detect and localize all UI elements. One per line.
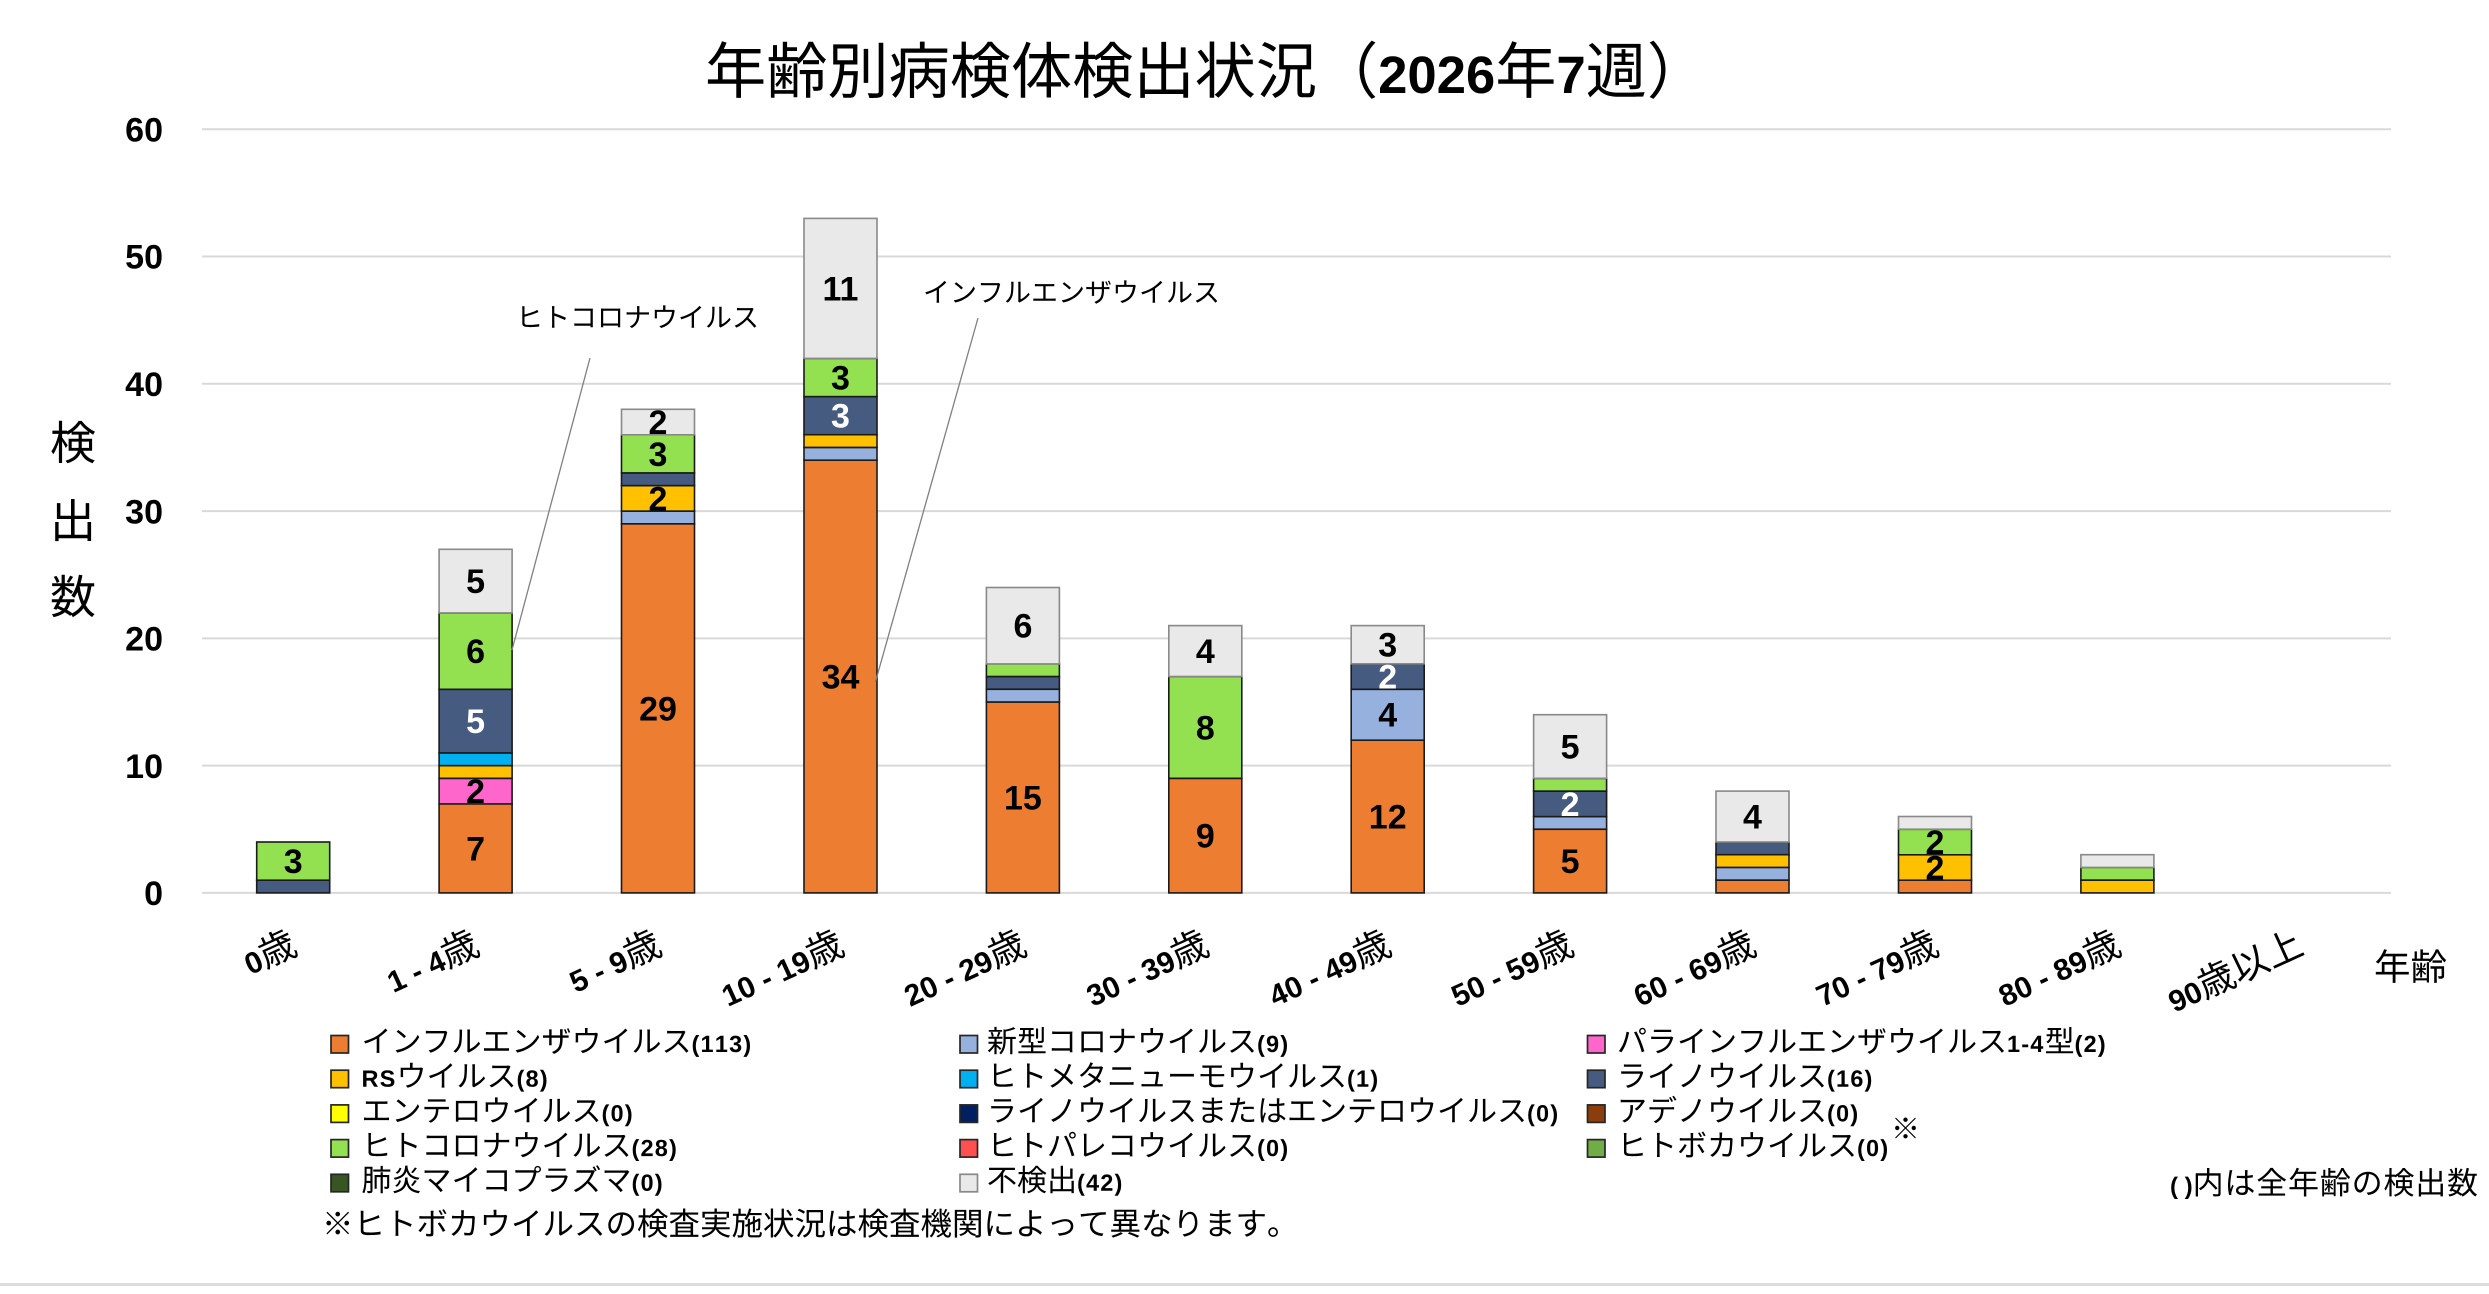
svg-text:2: 2 [649,480,668,518]
svg-text:15: 15 [1004,779,1042,817]
svg-text:6: 6 [466,633,485,671]
svg-text:10: 10 [125,748,163,786]
svg-text:4: 4 [1743,799,1762,837]
svg-text:3: 3 [284,843,303,881]
svg-text:50: 50 [125,239,163,277]
svg-text:6: 6 [1013,608,1032,646]
svg-text:5: 5 [466,703,485,741]
svg-text:5: 5 [1561,729,1580,767]
svg-text:29: 29 [639,690,677,728]
svg-text:4: 4 [1196,633,1215,671]
svg-text:30: 30 [125,493,163,531]
svg-text:60: 60 [125,112,163,150]
svg-text:2: 2 [1561,786,1580,824]
svg-text:5: 5 [1561,843,1580,881]
svg-text:0: 0 [144,875,163,913]
svg-text:3: 3 [1378,627,1397,665]
svg-text:8: 8 [1196,709,1215,747]
svg-text:3: 3 [831,360,850,398]
svg-text:4: 4 [1378,697,1397,735]
svg-text:5: 5 [466,563,485,601]
svg-text:2: 2 [1926,849,1945,887]
svg-text:11: 11 [823,270,859,308]
svg-text:3: 3 [649,436,668,474]
svg-text:34: 34 [822,659,860,697]
svg-text:7: 7 [466,830,485,868]
svg-text:2: 2 [1926,824,1945,862]
svg-text:9: 9 [1196,818,1215,856]
svg-text:20: 20 [125,621,163,659]
svg-text:2: 2 [649,404,668,442]
svg-text:2: 2 [1378,659,1397,697]
svg-text:3: 3 [831,398,850,436]
svg-text:40: 40 [125,366,163,404]
svg-text:2: 2 [466,773,485,811]
svg-text:12: 12 [1369,799,1407,837]
